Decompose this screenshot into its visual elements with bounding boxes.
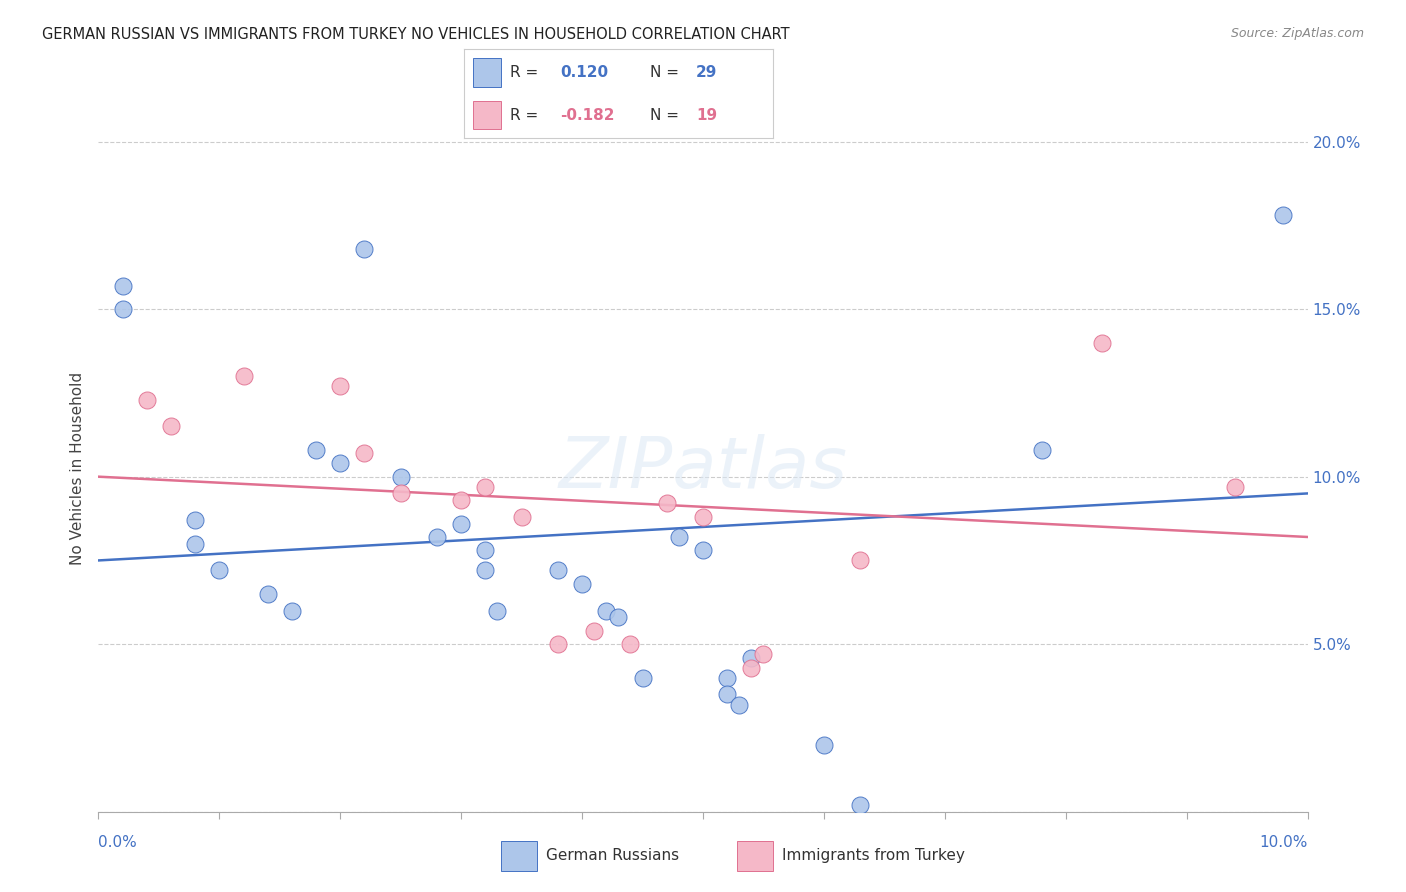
Point [474, 480, 496, 494]
Point [353, 446, 375, 460]
Text: GERMAN RUSSIAN VS IMMIGRANTS FROM TURKEY NO VEHICLES IN HOUSEHOLD CORRELATION CH: GERMAN RUSSIAN VS IMMIGRANTS FROM TURKEY… [42, 27, 790, 42]
Text: Source: ZipAtlas.com: Source: ZipAtlas.com [1230, 27, 1364, 40]
Point [486, 604, 509, 618]
Point [305, 442, 328, 457]
Point [752, 647, 775, 661]
Point [849, 797, 872, 812]
Point [329, 456, 352, 470]
Point [571, 577, 593, 591]
Text: 19: 19 [696, 108, 717, 122]
Point [474, 564, 496, 578]
Point [256, 587, 278, 601]
Point [426, 530, 449, 544]
Point [547, 637, 569, 651]
Text: R =: R = [510, 65, 544, 79]
Text: R =: R = [510, 108, 544, 122]
Point [740, 650, 762, 665]
Point [135, 392, 157, 407]
Point [510, 509, 533, 524]
Point [692, 543, 714, 558]
Text: -0.182: -0.182 [560, 108, 614, 122]
Point [655, 496, 678, 510]
Point [232, 369, 254, 384]
Point [595, 604, 617, 618]
Point [184, 537, 207, 551]
Text: N =: N = [650, 108, 683, 122]
Point [329, 379, 352, 393]
Point [353, 242, 375, 256]
Point [1223, 480, 1246, 494]
Text: 0.0%: 0.0% [98, 836, 138, 850]
FancyBboxPatch shape [474, 101, 501, 129]
Point [716, 671, 738, 685]
Point [111, 302, 134, 317]
Text: German Russians: German Russians [546, 848, 679, 863]
FancyBboxPatch shape [737, 840, 773, 871]
Point [849, 553, 872, 567]
Point [692, 509, 714, 524]
Text: 0.120: 0.120 [560, 65, 607, 79]
Point [619, 637, 641, 651]
Point [728, 698, 751, 712]
Point [450, 516, 472, 531]
Point [281, 604, 304, 618]
Point [208, 564, 231, 578]
Point [1272, 208, 1295, 222]
Text: 10.0%: 10.0% [1260, 836, 1308, 850]
Point [813, 738, 835, 752]
Text: 29: 29 [696, 65, 717, 79]
Point [389, 486, 412, 500]
Point [1091, 335, 1114, 350]
FancyBboxPatch shape [501, 840, 537, 871]
Point [184, 513, 207, 527]
Point [111, 278, 134, 293]
Point [668, 530, 690, 544]
Text: ZIPatlas: ZIPatlas [558, 434, 848, 503]
Point [607, 610, 630, 624]
Point [160, 419, 183, 434]
Point [547, 564, 569, 578]
Point [740, 660, 762, 674]
Text: Immigrants from Turkey: Immigrants from Turkey [782, 848, 965, 863]
Point [716, 688, 738, 702]
Point [474, 543, 496, 558]
Point [1031, 442, 1053, 457]
Point [631, 671, 654, 685]
Text: N =: N = [650, 65, 683, 79]
Y-axis label: No Vehicles in Household: No Vehicles in Household [70, 372, 86, 565]
Point [583, 624, 606, 638]
Point [389, 469, 412, 483]
FancyBboxPatch shape [474, 58, 501, 87]
Point [450, 493, 472, 508]
